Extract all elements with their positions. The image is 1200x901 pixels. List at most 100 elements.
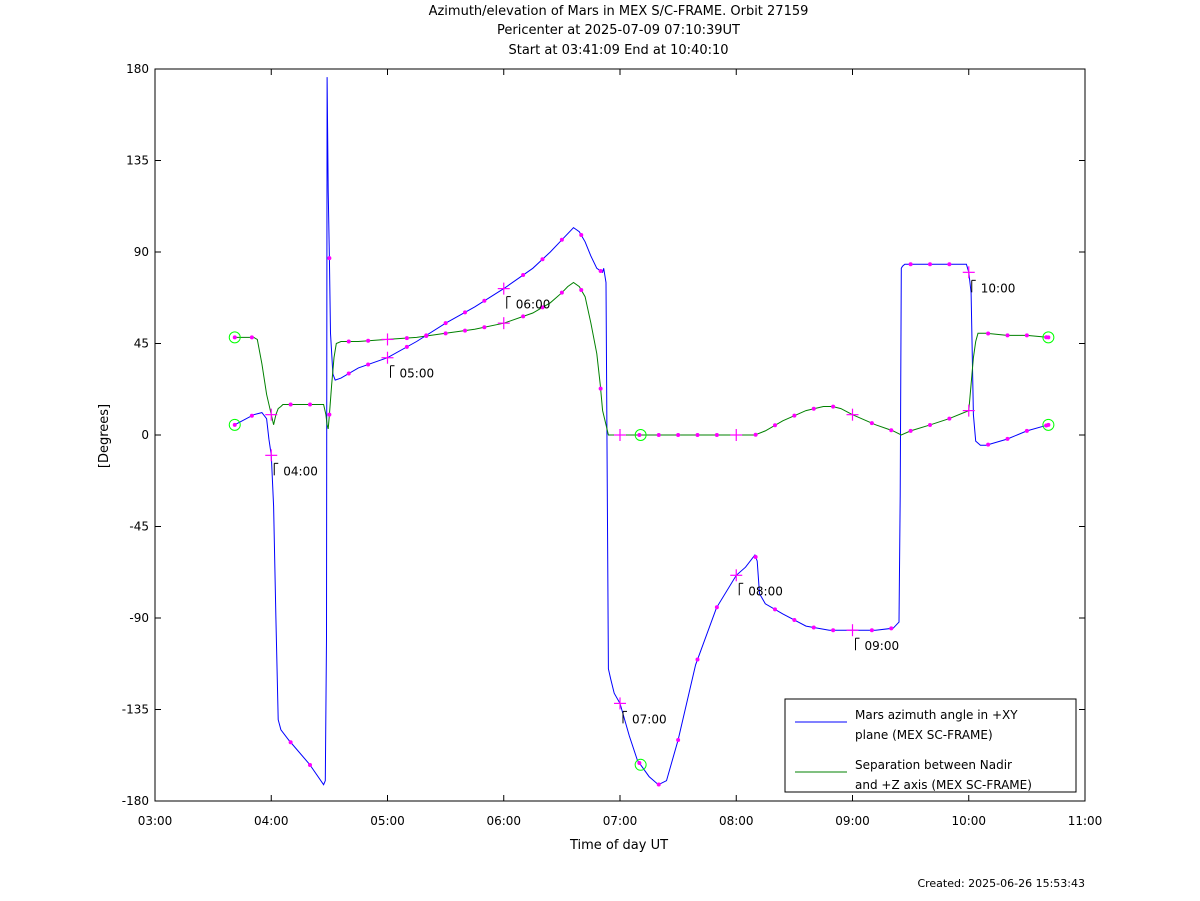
pericenter-circle	[634, 429, 647, 441]
sample-dot	[695, 433, 700, 437]
sample-dot	[637, 433, 642, 437]
sample-dot	[676, 433, 681, 437]
sample-dot	[443, 331, 448, 336]
sample-dot	[288, 402, 293, 407]
sample-dot	[559, 290, 564, 295]
hour-annotations: 04:00 05:00 06:00 07:00 08:00 09:00 10:00	[273, 279, 1016, 726]
sample-dot	[559, 237, 564, 242]
sample-dot	[443, 321, 448, 326]
sample-dot	[986, 331, 991, 336]
sample-dot	[424, 334, 429, 339]
sample-dot	[521, 314, 526, 319]
sample-dot	[1024, 333, 1029, 338]
x-axis-label: Time of day UT	[569, 838, 668, 853]
sample-dot	[346, 371, 351, 376]
hour-annotation-label: 08:00	[748, 584, 783, 598]
legend-box	[784, 698, 1077, 793]
sample-dot	[327, 256, 332, 261]
sample-dot	[366, 362, 371, 367]
sample-dot	[656, 433, 661, 437]
sample-dot	[908, 262, 913, 267]
sample-dot	[404, 344, 409, 349]
pericenter-circle	[634, 758, 647, 771]
x-tick-label: 06:00	[486, 814, 521, 828]
y-tick-label: -180	[122, 794, 149, 808]
sample-dot	[1005, 436, 1010, 441]
hour-annotation-label: 05:00	[400, 367, 435, 381]
sample-dot	[482, 325, 487, 330]
sample-dot	[656, 782, 661, 787]
y-tick-label: 180	[126, 62, 149, 76]
sample-dot	[869, 421, 874, 426]
sample-dot	[1046, 422, 1051, 427]
axis-ticks: 03:00 04:00 05:00 06:00 07:00 08:00 09:00 10:00…	[122, 62, 1103, 828]
sample-dot	[463, 328, 467, 333]
sample-dot	[908, 428, 913, 433]
y-tick-label: 90	[134, 245, 149, 259]
x-tick-label: 03:00	[138, 814, 173, 828]
sample-dot	[308, 402, 312, 407]
hour-annotation-label: 07:00	[632, 712, 667, 726]
sample-dot	[232, 422, 237, 427]
y-tick-label: 45	[134, 337, 149, 351]
x-tick-label: 05:00	[370, 814, 405, 828]
series-lines	[234, 77, 1049, 786]
legend: Mars azimuth angle in +XY plane (MEX SC-F…	[784, 698, 1077, 793]
sample-dot	[579, 287, 584, 292]
sample-dot	[540, 257, 545, 262]
x-tick-label: 07:00	[603, 814, 638, 828]
created-timestamp: Created: 2025-06-26 15:53:43	[917, 877, 1085, 890]
sample-dot	[1024, 428, 1029, 433]
sample-dot	[346, 339, 351, 344]
x-tick-label: 10:00	[951, 814, 986, 828]
hour-annotation-label: 09:00	[865, 639, 900, 653]
sample-dot	[928, 262, 932, 267]
sample-dot	[482, 298, 487, 303]
sample-dot	[308, 762, 312, 767]
sample-dot	[773, 423, 777, 428]
hour-annotation-label: 04:00	[283, 464, 318, 478]
sample-dot	[792, 413, 797, 418]
sample-dot	[928, 422, 932, 427]
legend-entry-1: Separation between Nadir	[855, 758, 1012, 772]
legend-entry-1: and +Z axis (MEX SC-FRAME)	[855, 778, 1032, 792]
endpoint-circle	[1042, 418, 1055, 431]
y-axis-label: [Degrees]	[97, 404, 112, 468]
sample-dot	[521, 273, 526, 278]
sample-dot	[811, 406, 816, 411]
sample-dot	[598, 268, 603, 273]
sample-dot	[831, 404, 836, 409]
sample-dot	[831, 628, 836, 633]
legend-entry-0: Mars azimuth angle in +XY	[855, 708, 1018, 722]
sample-dot	[327, 412, 332, 417]
sample-dot	[792, 618, 797, 623]
x-tick-label: 09:00	[835, 814, 870, 828]
sample-dot	[676, 738, 681, 742]
series-line-1	[234, 281, 1049, 436]
hour-annotation-label: 10:00	[981, 281, 1016, 295]
x-tick-label: 08:00	[719, 814, 754, 828]
series-line-0	[234, 77, 1049, 786]
sample-dot	[1005, 333, 1010, 338]
sample-dot	[249, 335, 254, 340]
sample-dot	[889, 428, 894, 433]
x-tick-label: 04:00	[254, 814, 289, 828]
sample-dot	[773, 607, 777, 612]
sample-dot	[540, 305, 545, 310]
sample-dot	[598, 386, 603, 391]
y-tick-label: -135	[122, 703, 149, 717]
sample-dot	[947, 262, 952, 267]
sample-dot	[869, 628, 874, 633]
sample-dot	[986, 442, 991, 447]
series-markers	[228, 233, 1055, 787]
chart-title: Azimuth/elevation of Mars in MEX S/C-FRA…	[428, 4, 809, 19]
sample-dot	[404, 336, 409, 341]
sample-dot	[288, 740, 293, 745]
endpoint-circle	[1042, 331, 1055, 344]
y-tick-label: 0	[141, 428, 149, 442]
sample-dot	[753, 432, 758, 437]
y-tick-label: -90	[129, 611, 149, 625]
sample-dot	[579, 233, 584, 238]
sample-dot	[714, 605, 719, 610]
